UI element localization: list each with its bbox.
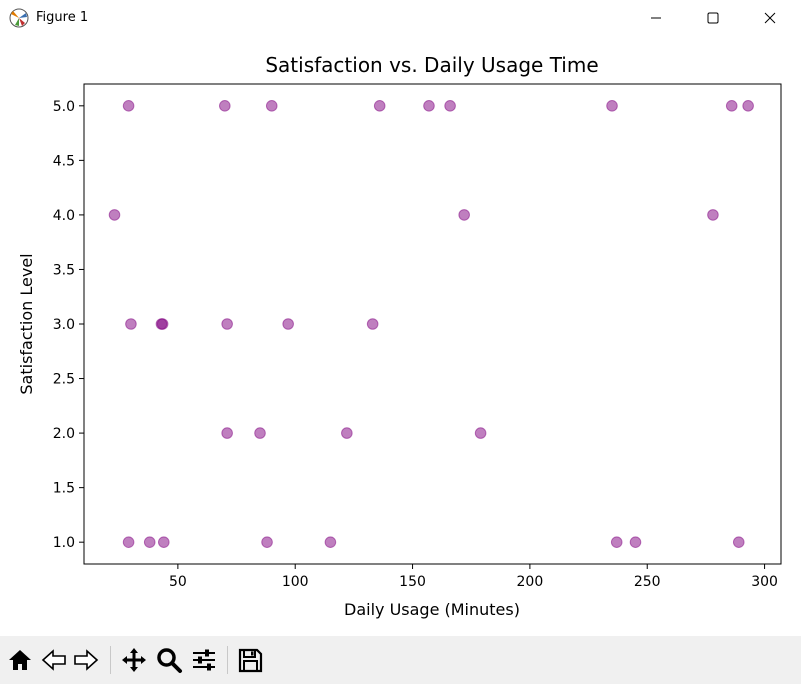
- data-point: [610, 536, 623, 548]
- x-tick-label: 100: [282, 574, 309, 590]
- zoom-icon: [157, 648, 182, 673]
- x-tick-label: 150: [399, 574, 426, 590]
- save-icon: [238, 648, 263, 673]
- chart-title: Satisfaction vs. Daily Usage Time: [265, 53, 598, 77]
- y-tick-label: 4.5: [53, 153, 75, 169]
- data-point: [143, 536, 156, 548]
- y-tick-label: 3.0: [53, 317, 75, 333]
- data-point: [282, 318, 294, 330]
- maximize-icon: [707, 12, 719, 24]
- data-point: [261, 536, 273, 548]
- data-point: [474, 427, 487, 439]
- y-tick-label: 1.0: [53, 535, 75, 551]
- pan-icon: [122, 648, 146, 672]
- x-tick-label: 50: [169, 574, 187, 590]
- points-layer: [108, 100, 754, 548]
- data-point: [458, 209, 470, 221]
- data-point: [606, 100, 618, 112]
- close-icon: [764, 12, 776, 24]
- data-point: [265, 100, 278, 112]
- y-tick-label: 2.0: [53, 426, 75, 442]
- x-axis-label: Daily Usage (Minutes): [344, 600, 520, 619]
- data-point: [221, 318, 233, 330]
- data-point: [725, 100, 738, 112]
- data-point: [156, 318, 169, 330]
- zoom-button[interactable]: [153, 644, 185, 676]
- forward-button[interactable]: [70, 644, 102, 676]
- data-point: [366, 318, 379, 330]
- data-point: [157, 536, 170, 548]
- data-point: [122, 100, 135, 112]
- back-icon: [41, 649, 66, 671]
- toolbar-separator: [110, 646, 111, 674]
- data-point: [373, 100, 386, 112]
- home-button[interactable]: [4, 644, 36, 676]
- plot-frame: [83, 83, 782, 565]
- data-point: [122, 536, 135, 548]
- window-title: Figure 1: [36, 10, 89, 25]
- x-tick-label: 300: [751, 574, 778, 590]
- save-button[interactable]: [234, 644, 266, 676]
- y-axis-ticks: 1.0 1.5 2.0 2.5 3.0 3.5 4.0 4.5 5.0: [53, 99, 84, 551]
- data-point: [341, 427, 353, 439]
- data-point: [742, 100, 754, 112]
- close-button[interactable]: [741, 0, 799, 36]
- matplotlib-icon: [9, 8, 29, 28]
- data-point: [219, 100, 231, 112]
- y-tick-label: 4.0: [53, 208, 75, 224]
- maximize-button[interactable]: [684, 0, 742, 36]
- toolbar-separator: [227, 646, 228, 674]
- y-axis-label: Satisfaction Level: [17, 253, 36, 394]
- data-point: [707, 209, 719, 221]
- data-point: [423, 100, 435, 112]
- forward-icon: [74, 649, 99, 671]
- figure-canvas[interactable]: Satisfaction vs. Daily Usage Time 50 100 1…: [0, 36, 801, 636]
- data-point: [108, 209, 121, 221]
- y-tick-label: 1.5: [53, 481, 75, 497]
- data-point: [125, 318, 137, 330]
- data-point: [221, 427, 233, 439]
- x-tick-label: 250: [634, 574, 661, 590]
- data-point: [324, 536, 337, 548]
- data-point: [732, 536, 745, 548]
- x-axis-ticks: 50 100 150 200 250 300: [169, 564, 778, 590]
- data-point: [254, 427, 266, 439]
- minimize-button[interactable]: [627, 0, 685, 36]
- data-point: [629, 536, 642, 548]
- configure-subplots-button[interactable]: [188, 644, 220, 676]
- y-tick-label: 3.5: [53, 262, 75, 278]
- back-button[interactable]: [38, 644, 70, 676]
- configure-icon: [193, 649, 215, 671]
- scatter-chart: Satisfaction vs. Daily Usage Time 50 100 1…: [17, 53, 782, 619]
- data-point: [444, 100, 456, 112]
- y-tick-label: 2.5: [53, 372, 75, 388]
- minimize-icon: [651, 17, 661, 19]
- pan-button[interactable]: [118, 644, 150, 676]
- window-titlebar: Figure 1: [0, 0, 801, 36]
- y-tick-label: 5.0: [53, 99, 75, 115]
- navigation-toolbar: [0, 636, 801, 684]
- x-tick-label: 200: [517, 574, 544, 590]
- home-icon: [9, 650, 31, 670]
